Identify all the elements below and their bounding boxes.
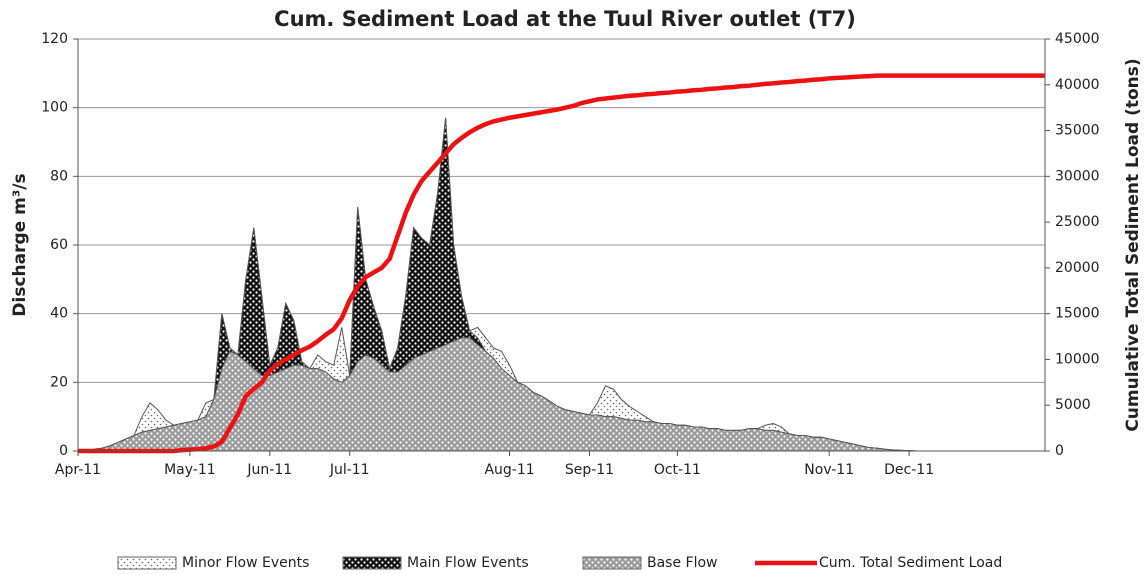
x-tick-label: Oct-11 [654, 462, 701, 478]
y2-tick-label: 10000 [1055, 351, 1100, 367]
legend-label: Base Flow [647, 555, 718, 571]
y2-axis-title: Cumulative Total Sediment Load (tons) [1123, 58, 1143, 431]
legend-label: Main Flow Events [407, 555, 529, 571]
x-tick-label: Apr-11 [55, 462, 101, 478]
y2-tick-label: 35000 [1055, 123, 1100, 139]
y-tick-label: 80 [50, 168, 68, 184]
area [78, 337, 1045, 452]
y-tick-label: 60 [50, 237, 68, 253]
legend-label: Cum. Total Sediment Load [819, 555, 1002, 571]
legend-label: Minor Flow Events [182, 555, 309, 571]
y2-tick-label: 45000 [1055, 31, 1100, 47]
y-tick-label: 20 [50, 374, 68, 390]
y-tick-label: 120 [41, 31, 68, 47]
x-tick-label: Nov-11 [804, 462, 854, 478]
line [78, 73, 1045, 454]
y-tick-label: 0 [59, 443, 68, 459]
y2-tick-label: 30000 [1055, 168, 1100, 184]
y2-tick-label: 15000 [1055, 306, 1100, 322]
x-tick-label: Sep-11 [565, 462, 614, 478]
y2-tick-label: 40000 [1055, 77, 1100, 93]
x-tick-label: Jul-11 [329, 462, 370, 478]
y2-tick-label: 20000 [1055, 260, 1100, 276]
x-tick-label: Aug-11 [484, 462, 534, 478]
y2-tick-label: 25000 [1055, 214, 1100, 230]
x-tick-label: Jun-11 [246, 462, 292, 478]
y-tick-label: 100 [41, 100, 68, 116]
legend-swatch [117, 556, 177, 570]
y-axis-title: Discharge m³/s [10, 173, 30, 316]
legend-swatch [342, 556, 402, 570]
x-tick-label: Dec-11 [884, 462, 934, 478]
y2-tick-label: 0 [1055, 443, 1064, 459]
legend-swatch [582, 556, 642, 570]
x-tick-label: May-11 [164, 462, 216, 478]
y2-tick-label: 5000 [1055, 397, 1091, 413]
y-tick-label: 40 [50, 306, 68, 322]
chart-title: Cum. Sediment Load at the Tuul River out… [274, 7, 856, 31]
